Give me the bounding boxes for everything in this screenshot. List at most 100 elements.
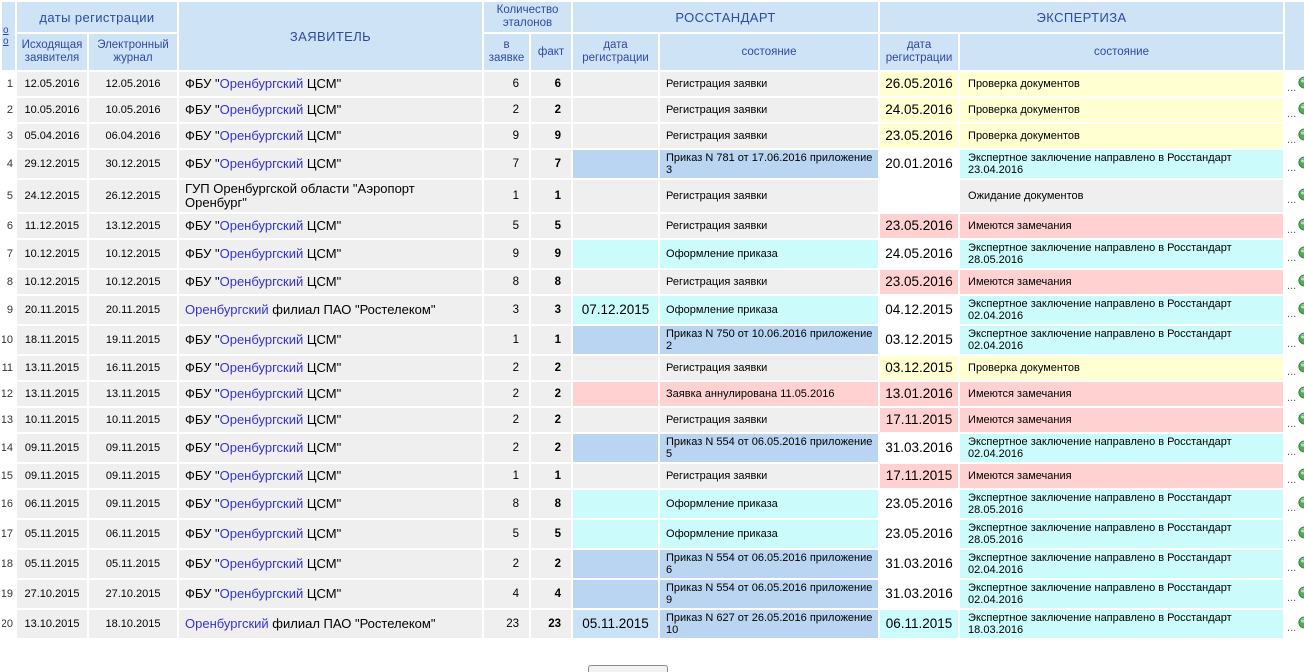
green-globe-icon[interactable] [1298,273,1304,288]
green-globe-icon[interactable] [1298,101,1304,116]
row-number: 15 [2,464,15,488]
applicant-link[interactable]: Оренбургский [219,468,304,483]
row-actions-cell[interactable]: ... [1285,240,1304,268]
more-actions-button[interactable]: ... [1287,365,1297,378]
more-actions-button[interactable]: ... [1287,621,1297,634]
more-actions-button[interactable]: ... [1287,81,1297,94]
partial-bottom-button[interactable] [588,665,668,672]
row-number: 2 [2,98,15,122]
green-globe-icon[interactable] [1298,385,1304,400]
rosstandart-date-cell [573,72,659,96]
row-actions-cell[interactable]: ... [1285,72,1304,96]
more-actions-button[interactable]: ... [1287,391,1297,404]
applicant-link[interactable]: Оренбургский [219,360,304,375]
etalons-in-application-cell: 1 [484,464,529,488]
applicant-link[interactable]: Оренбургский [219,440,304,455]
row-actions-cell[interactable]: ... [1285,270,1304,294]
more-actions-button[interactable]: ... [1287,337,1297,350]
more-actions-button[interactable]: ... [1287,251,1297,264]
green-globe-icon[interactable] [1298,127,1304,142]
row-actions-cell[interactable]: ... [1285,124,1304,148]
applicant-suffix: ЦСМ" [303,412,342,427]
more-actions-button[interactable]: ... [1287,279,1297,292]
applicant-link[interactable]: Оренбургский [219,102,304,117]
rosstandart-state-cell: Оформление приказа [660,490,879,518]
outgoing-date-cell: 18.11.2015 [17,326,87,354]
applicant-link[interactable]: Оренбургский [219,496,304,511]
expertise-state-cell: Экспертное заключение направлено в Росст… [960,490,1284,518]
corner-sort-links[interactable]: о о [2,2,15,70]
sort-link-2[interactable]: о [3,36,9,47]
header-outgoing-date: Исходящая заявителя [17,34,87,70]
more-actions-button[interactable]: ... [1287,417,1297,430]
more-actions-button[interactable]: ... [1287,561,1297,574]
green-globe-icon[interactable] [1298,411,1304,426]
more-actions-button[interactable]: ... [1287,223,1297,236]
green-globe-icon[interactable] [1298,301,1304,316]
more-actions-button[interactable]: ... [1287,193,1297,206]
row-actions-cell[interactable]: ... [1285,356,1304,380]
green-globe-icon[interactable] [1298,245,1304,260]
applicant-link[interactable]: Оренбургский [219,128,304,143]
applicant-link[interactable]: Оренбургский [219,386,304,401]
expertise-date-cell: 24.05.2016 [880,98,959,122]
row-number: 1 [2,72,15,96]
applicant-suffix: ЦСМ" [303,102,342,117]
green-globe-icon[interactable] [1298,331,1304,346]
etalons-in-application-cell: 1 [484,180,529,212]
applicant-link[interactable]: Оренбургский [219,218,304,233]
more-actions-button[interactable]: ... [1287,161,1297,174]
green-globe-icon[interactable] [1298,155,1304,170]
green-globe-icon[interactable] [1298,217,1304,232]
row-actions-cell[interactable]: ... [1285,580,1304,608]
applicant-link[interactable]: Оренбургский [185,302,269,317]
more-actions-button[interactable]: ... [1287,531,1297,544]
row-actions-cell[interactable]: ... [1285,464,1304,488]
green-globe-icon[interactable] [1298,359,1304,374]
row-actions-cell[interactable]: ... [1285,214,1304,238]
applicant-link[interactable]: Оренбургский [219,556,304,571]
expertise-state-cell: Ожидание документов [960,180,1284,212]
more-actions-button[interactable]: ... [1287,591,1297,604]
more-actions-button[interactable]: ... [1287,107,1297,120]
applicant-prefix: ФБУ " [185,274,220,289]
applicant-link[interactable]: Оренбургский [219,412,304,427]
applicant-link[interactable]: Оренбургский [219,586,304,601]
green-globe-icon[interactable] [1298,555,1304,570]
applicant-link[interactable]: Оренбургский [219,274,304,289]
row-actions-cell[interactable]: ... [1285,98,1304,122]
green-globe-icon[interactable] [1298,525,1304,540]
applicant-link[interactable]: Оренбургский [219,332,304,347]
applicant-link[interactable]: Оренбургский [219,246,304,261]
applicant-link[interactable]: Оренбургский [219,156,304,171]
row-actions-cell[interactable]: ... [1285,490,1304,518]
row-actions-cell[interactable]: ... [1285,550,1304,578]
green-globe-icon[interactable] [1298,495,1304,510]
more-actions-button[interactable]: ... [1287,445,1297,458]
green-globe-icon[interactable] [1298,187,1304,202]
more-actions-button[interactable]: ... [1287,133,1297,146]
row-actions-cell[interactable]: ... [1285,382,1304,406]
applicant-suffix: ЦСМ" [303,556,342,571]
applicant-link[interactable]: Оренбургский [219,76,304,91]
green-globe-icon[interactable] [1298,467,1304,482]
row-actions-cell[interactable]: ... [1285,150,1304,178]
applicant-link[interactable]: Оренбургский [185,616,269,631]
row-actions-cell[interactable]: ... [1285,326,1304,354]
row-actions-cell[interactable]: ... [1285,408,1304,432]
green-globe-icon[interactable] [1298,75,1304,90]
row-actions-cell[interactable]: ... [1285,610,1304,638]
row-actions-cell[interactable]: ... [1285,520,1304,548]
green-globe-icon[interactable] [1298,585,1304,600]
applicant-link[interactable]: Оренбургский [219,526,304,541]
row-actions-cell[interactable]: ... [1285,434,1304,462]
expertise-date-cell: 31.03.2016 [880,550,959,578]
more-actions-button[interactable]: ... [1287,473,1297,486]
green-globe-icon[interactable] [1298,615,1304,630]
row-actions-cell[interactable]: ... [1285,296,1304,324]
green-globe-icon[interactable] [1298,439,1304,454]
sort-link-1[interactable]: о [3,25,9,36]
more-actions-button[interactable]: ... [1287,307,1297,320]
row-actions-cell[interactable]: ... [1285,180,1304,212]
more-actions-button[interactable]: ... [1287,501,1297,514]
